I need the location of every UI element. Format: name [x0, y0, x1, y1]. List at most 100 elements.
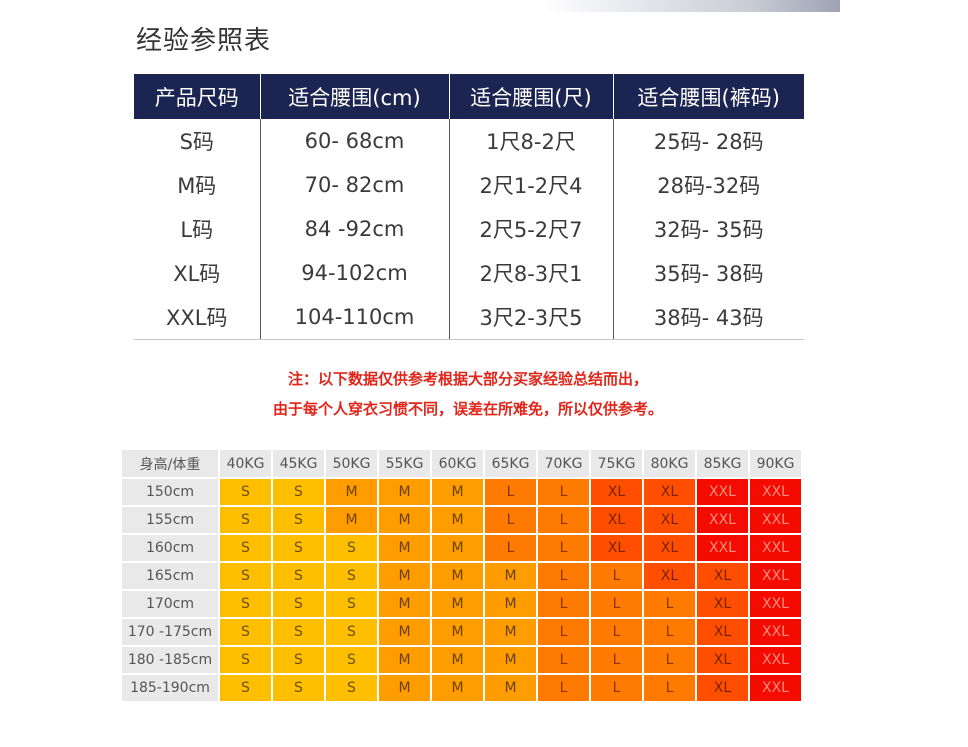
size-cell: L [591, 619, 642, 645]
size-cell: M [485, 675, 536, 701]
size-cell: S [220, 647, 271, 673]
size-cell: XL [644, 535, 695, 561]
size-cell: L [485, 535, 536, 561]
cell-product-size: S码 [179, 130, 214, 154]
cell-waist-chi: 3尺2-3尺5 [448, 295, 613, 340]
size-cell: XL [697, 563, 748, 589]
cell-waist-chi: 2尺1-2尺4 [448, 163, 613, 207]
size-cell: S [326, 591, 377, 617]
size-cell: S [220, 591, 271, 617]
weight-header: 75KG [591, 450, 642, 477]
size-cell: L [538, 535, 589, 561]
size-cell: S [326, 563, 377, 589]
size-cell: L [644, 619, 695, 645]
size-cell: L [538, 675, 589, 701]
size-cell: S [220, 507, 271, 533]
size-cell: XL [697, 675, 748, 701]
cell-waist-chi: 2尺5-2尺7 [448, 207, 613, 251]
size-cell: XL [591, 507, 642, 533]
height-label: 160cm [122, 535, 218, 561]
size-cell: XL [697, 647, 748, 673]
size-cell: M [432, 563, 483, 589]
size-cell: M [326, 507, 377, 533]
size-cell: XXL [750, 479, 801, 505]
cell-waist-pants-size: 32码- 35码 [612, 207, 804, 251]
size-cell: M [379, 563, 430, 589]
note-line-2: 由于每个人穿衣习惯不同，误差在所难免，所以仅供参考。 [272, 400, 663, 418]
size-cell: XL [697, 591, 748, 617]
cell-waist-cm: 104-110cm [259, 295, 449, 340]
height-weight-size-chart: 身高/体重 40KG 45KG 50KG 55KG 60KG 65KG 70KG 75KG 80… [120, 448, 803, 703]
height-label: 185-190cm [122, 675, 218, 701]
cell-waist-pants-size: 38码- 43码 [612, 295, 804, 340]
size-cell: M [379, 479, 430, 505]
header-waist-chi: 适合腰围(尺) [448, 74, 613, 119]
size-cell: XL [591, 535, 642, 561]
page-title: 经验参照表 [136, 26, 272, 56]
height-label: 170 -175cm [122, 619, 218, 645]
cell-waist-pants-size: 35码- 38码 [612, 251, 804, 295]
size-cell: M [379, 619, 430, 645]
table-row: M码 70- 82cm 2尺1-2尺4 28码-32码 [134, 163, 804, 207]
chart-corner-label: 身高/体重 [122, 450, 218, 477]
waist-size-table: 产品尺码 适合腰围(cm) 适合腰围(尺) 适合腰围(裤码) S码 60- 68… [134, 74, 804, 340]
header-waist-pants-size: 适合腰围(裤码) [612, 74, 804, 119]
size-cell: XXL [750, 591, 801, 617]
weight-header: 65KG [485, 450, 536, 477]
size-cell: M [485, 647, 536, 673]
size-cell: M [432, 507, 483, 533]
size-cell: S [273, 619, 324, 645]
size-cell: XXL [750, 563, 801, 589]
size-cell: S [220, 535, 271, 561]
weight-header: 90KG [750, 450, 801, 477]
weight-header: 45KG [273, 450, 324, 477]
size-cell: M [379, 535, 430, 561]
chart-row: 160cm S S S M M L L XL XL XXL XXL [122, 535, 801, 561]
size-cell: L [485, 479, 536, 505]
size-cell: S [273, 535, 324, 561]
size-cell: XXL [750, 535, 801, 561]
header-waist-cm: 适合腰围(cm) [259, 74, 449, 119]
size-cell: L [644, 647, 695, 673]
size-cell: S [326, 535, 377, 561]
size-cell: XXL [750, 675, 801, 701]
header-product-size: 产品尺码 [134, 74, 260, 119]
size-cell: S [326, 647, 377, 673]
cell-waist-cm: 60- 68cm [259, 119, 449, 163]
size-cell: L [538, 563, 589, 589]
weight-header: 50KG [326, 450, 377, 477]
size-cell: XL [697, 619, 748, 645]
table-row: XL码 94-102cm 2尺8-3尺1 35码- 38码 [134, 251, 804, 295]
size-cell: L [591, 563, 642, 589]
size-cell: L [538, 647, 589, 673]
size-cell: L [485, 507, 536, 533]
size-cell: XXL [697, 535, 748, 561]
size-cell: L [538, 507, 589, 533]
cell-waist-cm: 84 -92cm [259, 207, 449, 251]
chart-header-row: 身高/体重 40KG 45KG 50KG 55KG 60KG 65KG 70KG 75KG 80… [122, 450, 801, 477]
size-cell: M [432, 535, 483, 561]
size-cell: S [273, 479, 324, 505]
size-cell: XXL [750, 647, 801, 673]
height-label: 170cm [122, 591, 218, 617]
cell-waist-pants-size: 28码-32码 [612, 163, 804, 207]
height-label: 165cm [122, 563, 218, 589]
size-cell: M [379, 591, 430, 617]
size-cell: L [591, 647, 642, 673]
height-label: 155cm [122, 507, 218, 533]
cell-product-size: XL码 [173, 262, 221, 286]
size-cell: XXL [750, 507, 801, 533]
chart-row: 185-190cm S S S M M M L L L XL XXL [122, 675, 801, 701]
chart-row: 155cm S S M M M L L XL XL XXL XXL [122, 507, 801, 533]
chart-row: 150cm S S M M M L L XL XL XXL XXL [122, 479, 801, 505]
corner-shade-decoration [540, 0, 840, 12]
size-cell: XXL [697, 507, 748, 533]
weight-header: 55KG [379, 450, 430, 477]
size-cell: S [220, 675, 271, 701]
size-cell: XXL [697, 479, 748, 505]
weight-header: 80KG [644, 450, 695, 477]
size-cell: L [591, 675, 642, 701]
cell-product-size: XXL码 [134, 295, 260, 340]
table-row: S码 60- 68cm 1尺8-2尺 25码- 28码 [134, 119, 804, 163]
size-cell: XL [591, 479, 642, 505]
